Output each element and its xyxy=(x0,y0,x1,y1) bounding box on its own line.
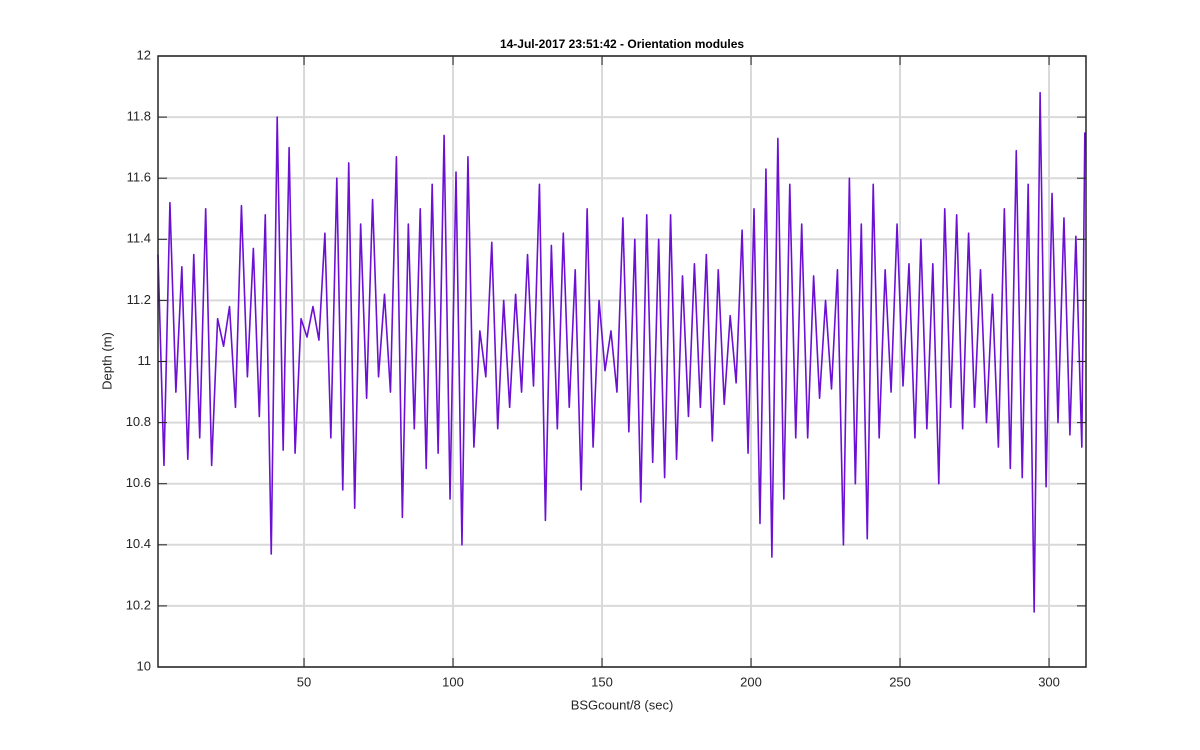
y-axis-label: Depth (m) xyxy=(99,332,114,390)
y-tick-label: 12 xyxy=(137,47,151,62)
x-tick-label: 200 xyxy=(740,674,762,689)
y-tick-label: 11.4 xyxy=(127,231,151,246)
plot-area xyxy=(157,91,1086,613)
x-tick-label: 50 xyxy=(297,674,311,689)
x-tick-label: 300 xyxy=(1038,674,1060,689)
x-tick-label: 250 xyxy=(889,674,911,689)
chart-title: 14-Jul-2017 23:51:42 - Orientation modul… xyxy=(500,37,744,51)
x-tick-label: 100 xyxy=(442,674,464,689)
y-tick-label: 10.8 xyxy=(126,414,151,429)
y-tick-label: 11.2 xyxy=(127,292,151,307)
y-tick-label: 10.6 xyxy=(126,475,151,490)
x-axis-label: BSGcount/8 (sec) xyxy=(571,697,674,712)
y-tick-label: 10 xyxy=(137,658,151,673)
y-tick-label: 10.4 xyxy=(126,536,151,551)
data-line xyxy=(157,91,1086,613)
y-tick-label: 11.8 xyxy=(127,109,151,124)
y-tick-label: 10.2 xyxy=(126,597,151,612)
y-tick-label: 11.6 xyxy=(127,170,151,185)
x-tick-label: 150 xyxy=(591,674,613,689)
y-tick-label: 11 xyxy=(138,353,152,368)
